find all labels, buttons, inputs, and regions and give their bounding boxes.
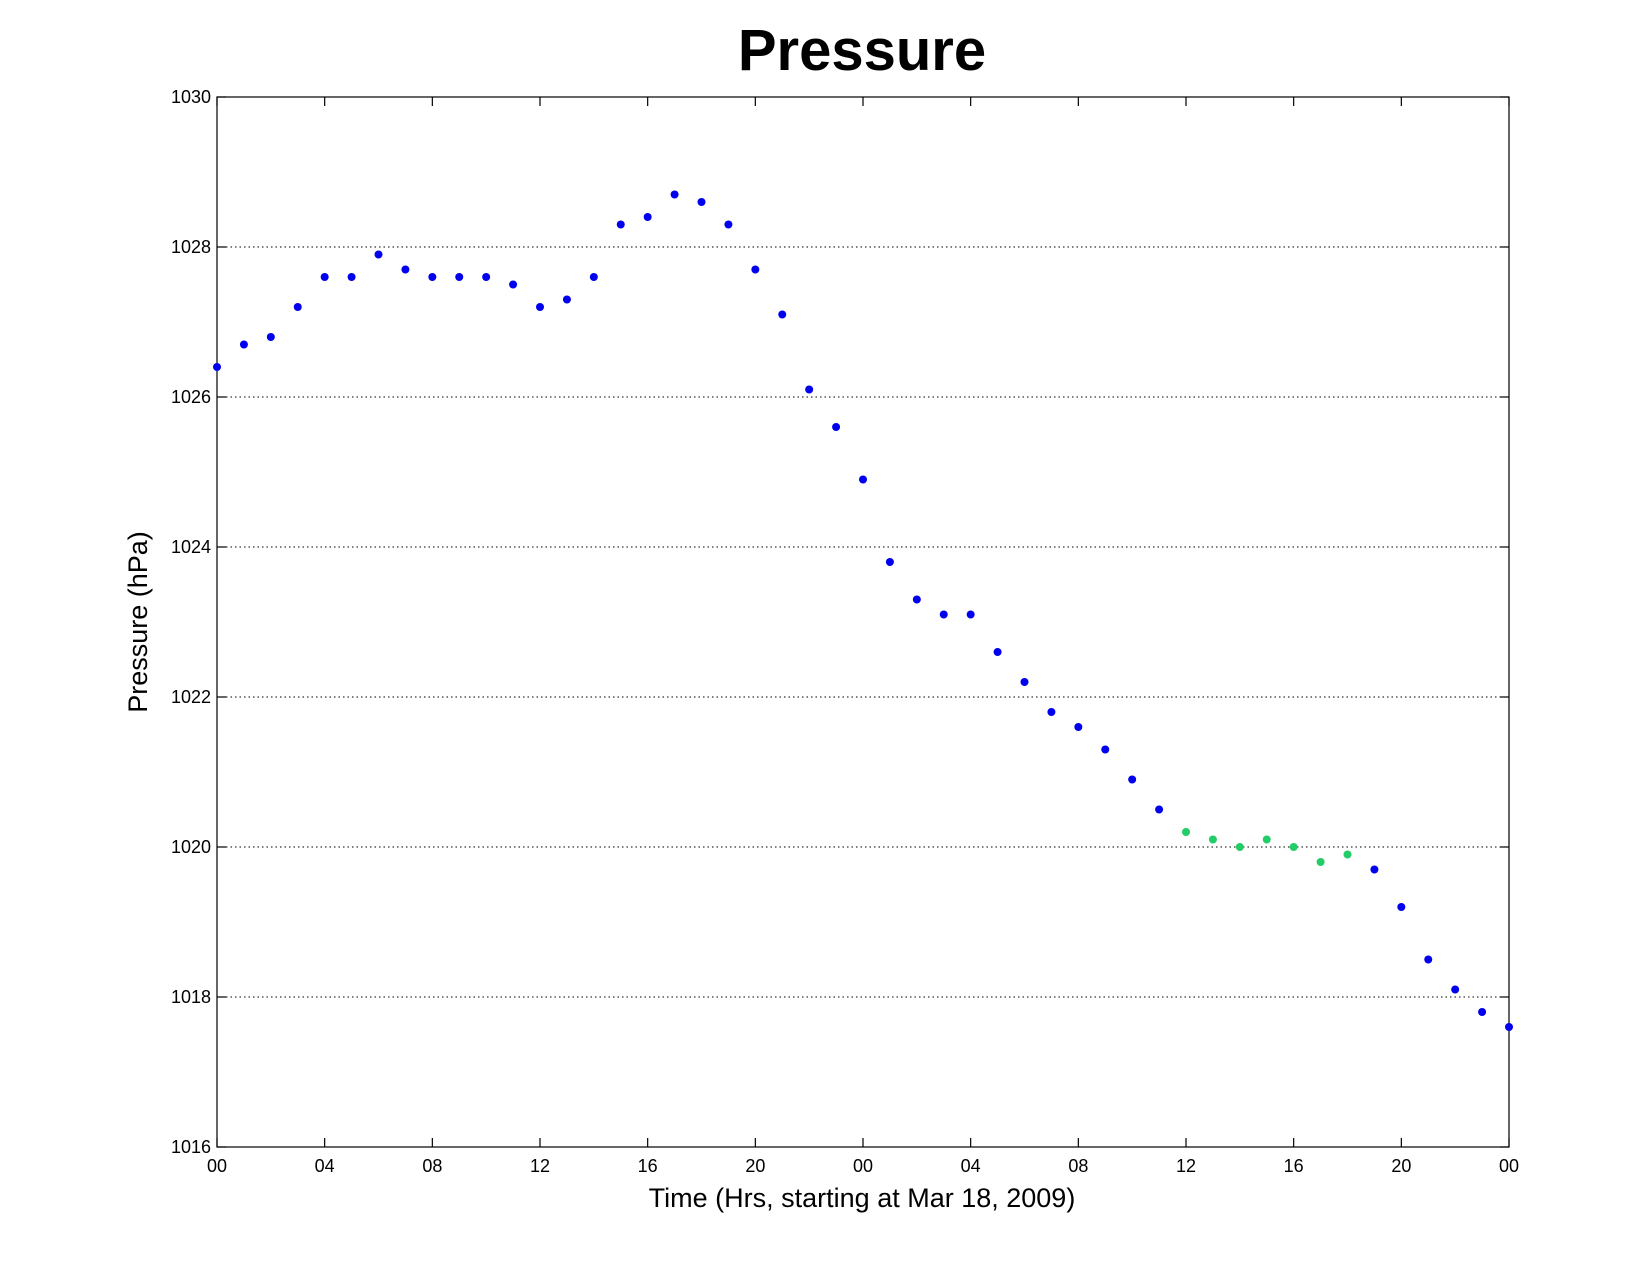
data-point [805,385,814,394]
y-tick-label: 1028 [171,237,211,257]
data-point [1397,903,1406,911]
data-point [616,220,625,229]
data-point [859,475,867,484]
chart-title: Pressure [738,18,986,83]
data-point [1128,775,1137,784]
x-tick-label: 00 [853,1156,873,1176]
data-point [643,213,652,221]
data-point [1155,805,1164,814]
data-point [1424,955,1433,964]
data-point [1343,850,1352,859]
data-point [670,190,679,199]
x-tick-label: 12 [530,1156,550,1176]
data-point [482,273,491,281]
data-point [939,610,948,619]
x-tick-label: 00 [1499,1156,1519,1176]
y-axis-label: Pressure (hPa) [123,531,153,713]
data-point [885,558,894,566]
y-tick-label: 1024 [171,537,211,557]
x-tick-label: 08 [422,1156,442,1176]
x-tick-label: 12 [1176,1156,1196,1176]
y-tick-label: 1018 [171,987,211,1007]
data-point [1262,835,1271,844]
data-point [1047,708,1056,716]
data-point [428,273,437,281]
axis-ticks: 1016 1018 1020 1022 1024 1026 1028 1030 00 04 08 12… [171,87,1519,1176]
data-point [509,280,518,289]
x-tick-label: 16 [1284,1156,1304,1176]
x-tick-label: 20 [1391,1156,1411,1176]
data-point [562,295,571,304]
data-point [1289,843,1298,851]
data-point [1451,985,1460,994]
data-point [455,273,464,281]
data-point [751,265,760,274]
data-point [293,303,302,311]
data-point [1101,745,1110,754]
x-tick-label: 00 [207,1156,227,1176]
data-point [401,265,410,274]
y-tick-label: 1020 [171,837,211,857]
data-point [778,310,787,319]
data-point [912,595,921,604]
plot-frame [216,96,1510,1148]
data-point [213,363,221,371]
data-point [1370,865,1379,874]
data-point [266,333,275,341]
data-point [536,303,544,311]
data-point [374,250,383,259]
y-tick-label: 1022 [171,687,211,707]
x-axis-label: Time (Hrs, starting at Mar 18, 2009) [649,1183,1076,1213]
x-tick-label: 08 [1068,1156,1088,1176]
x-tick-label: 04 [961,1156,981,1176]
y-tick-label: 1030 [171,87,211,107]
data-point [993,648,1002,656]
data-point [832,423,841,431]
data-point [1020,678,1029,686]
data-point [347,273,356,281]
data-points [213,190,1513,1031]
x-tick-label: 04 [315,1156,335,1176]
data-point [1316,858,1325,866]
data-point [1505,1023,1513,1031]
data-point [1235,843,1244,851]
data-point [966,610,975,619]
x-tick-label: 20 [745,1156,765,1176]
data-point [239,340,248,349]
x-tick-label: 16 [638,1156,658,1176]
y-tick-label: 1016 [171,1137,211,1157]
data-point [1182,828,1190,836]
data-point [697,198,706,206]
data-point [1074,723,1083,731]
data-point [1208,835,1217,844]
data-point [1478,1008,1487,1016]
grid-lines [217,246,1509,998]
data-point [724,220,733,229]
data-point [589,273,598,281]
data-point [320,273,329,281]
y-tick-label: 1026 [171,387,211,407]
